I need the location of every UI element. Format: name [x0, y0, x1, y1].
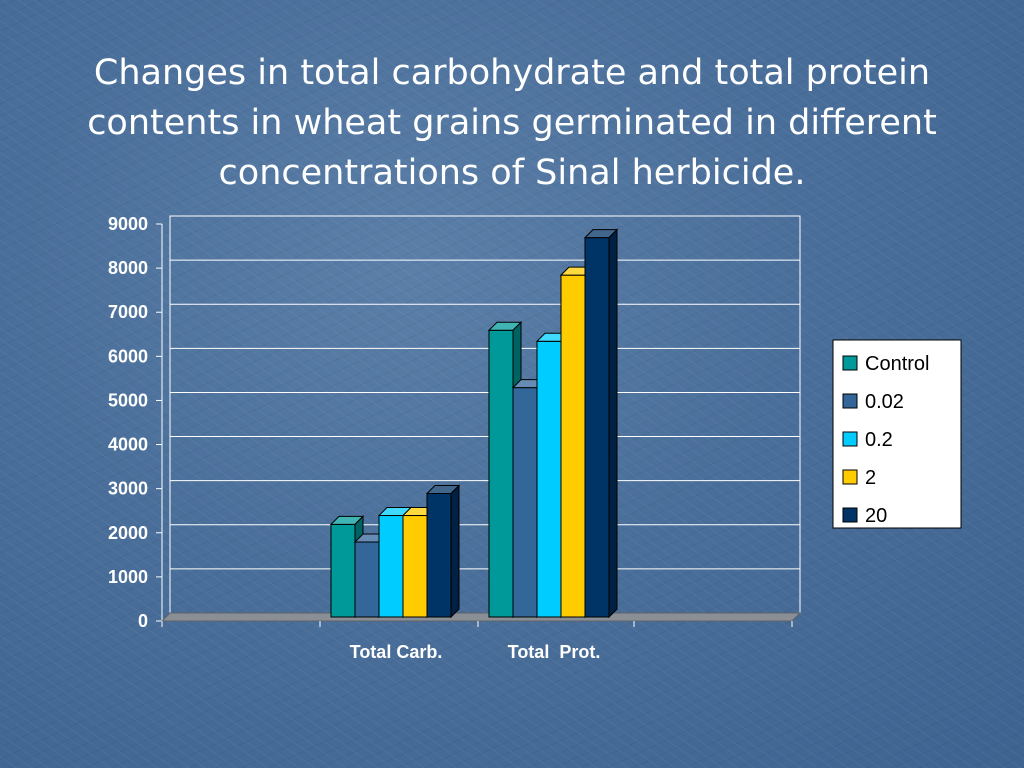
y-tick-label: 5000 — [108, 390, 148, 410]
y-tick-label: 8000 — [108, 258, 148, 278]
legend-label: 0.02 — [865, 391, 904, 413]
y-tick-label: 6000 — [108, 346, 148, 366]
legend-item[interactable]: Control — [842, 353, 929, 375]
y-tick-label: 3000 — [108, 479, 148, 499]
legend-swatch — [842, 469, 858, 485]
legend-item[interactable]: 0.2 — [842, 429, 893, 451]
x-tick-label: Total Carb. — [350, 642, 443, 662]
x-axis: Total Carb. Total Prot. — [161, 621, 793, 662]
y-tick-label: 9000 — [108, 214, 148, 234]
x-tick-label: Total Prot. — [508, 642, 601, 662]
chart-floor — [160, 612, 802, 622]
legend-swatch — [842, 507, 858, 523]
legend-label: 2 — [865, 467, 876, 489]
chart-gridlines — [169, 215, 801, 614]
y-tick-label: 0 — [138, 611, 148, 631]
legend-item[interactable]: 0.02 — [842, 391, 904, 413]
slide-title: Changes in total carbohydrate and total … — [87, 53, 937, 193]
legend-label: 0.2 — [865, 429, 893, 451]
y-tick-label: 4000 — [108, 435, 148, 455]
legend-label: Control — [865, 353, 929, 375]
y-axis: 0 1000 2000 3000 4000 5000 6000 7000 8000 9000 — [108, 214, 163, 631]
y-tick-label: 2000 — [108, 523, 148, 543]
chart-bars — [329, 228, 619, 619]
legend-item[interactable]: 2 — [842, 467, 876, 489]
chart-legend[interactable]: Control 0.02 0.2 2 20 — [832, 339, 962, 529]
legend-item[interactable]: 20 — [842, 505, 887, 527]
y-tick-label: 1000 — [108, 567, 148, 587]
chart-floor-plane — [160, 612, 802, 622]
bar — [583, 228, 619, 619]
bar — [425, 484, 461, 619]
legend-swatch — [842, 355, 858, 371]
legend-swatch — [842, 431, 858, 447]
y-tick-label: 7000 — [108, 302, 148, 322]
legend-label: 20 — [865, 505, 887, 527]
legend-swatch — [842, 393, 858, 409]
plot-area-frame — [169, 215, 801, 614]
